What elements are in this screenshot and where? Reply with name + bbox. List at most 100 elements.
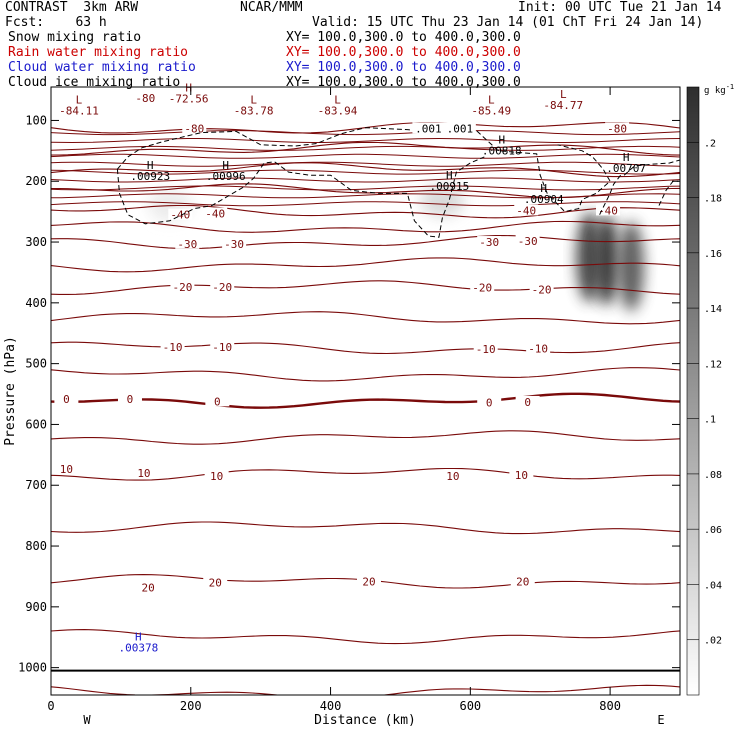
isotherm-label-bg [509,468,534,480]
colorbar-tick-label: .06 [704,525,722,536]
snow-shading-2 [618,221,645,312]
isotherm-label-bg [605,122,630,134]
y-axis-label: Pressure (hPa) [3,336,18,446]
isotherm-25 [51,629,680,645]
colorbar-units: g kg-1 [704,83,734,96]
isotherm-label-bg [160,341,185,353]
x-tick-label: 200 [180,699,202,713]
extremum-type: L [76,93,83,106]
isotherm-label: -40 [516,204,536,217]
extremum-value: -72.56 [169,92,209,105]
extremum-value: -84.11 [59,104,99,117]
isotherm-label: -20 [532,283,552,296]
isotherm-label: -10 [528,342,548,355]
isotherm-label: -10 [163,341,183,354]
extremum-value: -83.94 [318,104,358,117]
isotherm-label-bg [136,581,161,593]
isotherm--15 [51,311,680,325]
isotherm-label-bg [470,281,495,293]
cloud-ice-contour-2 [623,159,680,176]
isotherm-label-bg [515,395,540,407]
isotherm-label-bg [210,281,235,293]
isotherm-label-bg [203,576,228,588]
isotherm-label: 0 [63,393,70,406]
x-tick-label: 800 [599,699,621,713]
isotherm--35 [51,220,680,233]
extremum-value: .00378 [118,641,158,654]
isotherm-label: 0 [127,393,134,406]
colorbar-tick-label: .02 [704,636,722,647]
isotherm-label: 10 [446,470,459,483]
snow-shading-1 [593,215,620,306]
y-tick-label: 500 [25,357,47,371]
isotherm-label-bg [182,122,207,134]
isotherm-upper [51,137,680,144]
isotherm--10 [51,341,680,355]
isotherm-label: -30 [224,238,244,251]
isotherm-label: -40 [170,209,190,222]
isotherm-upper [51,201,680,207]
isotherm-label: -40 [205,207,225,220]
isotherm-label-bg [596,204,621,216]
isotherm-label: 20 [142,581,155,594]
colorbar-tick-label: .12 [704,359,722,370]
field-cloudwater-name: Cloud water mixing ratio [8,60,196,75]
x-tick-label: 400 [320,699,342,713]
isotherm-label-bg [477,396,502,408]
isotherm-label-bg [477,236,502,248]
isotherm-15 [51,521,680,535]
extremum-type: H [147,159,154,172]
isotherm-label-bg [356,575,381,587]
isotherm-upper [51,169,680,175]
isotherm--20 [51,280,680,295]
extremum-type: H [222,159,229,172]
extremum-value: .00915 [429,180,469,193]
colorbar-tick-label: .14 [704,304,722,315]
x-axis-label: Distance (km) [314,713,416,728]
isotherm-label: 10 [60,463,73,476]
extremum-type: L [488,93,495,106]
isotherm-label: 0 [486,397,493,410]
extremum-type: L [250,93,257,106]
isotherm-label: -30 [177,238,197,251]
extremum-type: L [334,93,341,106]
isotherm-label-bg [210,341,235,353]
isotherm-upper [51,153,680,159]
isotherm-label-bg [203,207,228,219]
cloud-ice-label-bg [443,122,476,134]
colorbar-tick-label: .2 [704,138,716,149]
y-tick-label: 200 [25,174,47,188]
isotherm-label-bg [204,470,229,482]
isotherm-upper [51,177,680,183]
field-snow-name: Snow mixing ratio [8,30,142,45]
extremum-type: H [446,169,453,182]
extremum-value: -83.78 [234,104,274,117]
isotherm-label: 20 [362,575,375,588]
isotherm--40 [51,204,680,219]
isotherm-label-bg [117,392,142,404]
west-label: W [83,713,91,727]
extremum-value: .00818 [482,145,522,158]
cloud-ice-label: .001 [447,122,474,135]
isotherm-label: 20 [516,575,529,588]
isotherm-label: 0 [524,396,531,409]
isotherm-label: 0 [214,395,221,408]
isotherm--70 [51,141,680,156]
isotherm-label-bg [175,237,200,249]
y-tick-label: 800 [25,539,47,553]
isotherm-label-bg [510,575,535,587]
isotherm-label-bg [170,281,195,293]
isotherm-label: -10 [212,341,232,354]
header-model: CONTRAST 3km ARW [5,0,139,15]
y-tick-label: 400 [25,296,47,310]
isotherm-label: 10 [210,470,223,483]
extremum-value: .00923 [130,170,170,183]
isotherm-upper [51,185,680,191]
extremum-value: .00996 [206,170,246,183]
extremum-value: -84.77 [543,99,583,112]
extremum-type: H [185,81,192,94]
header-fcst: Fcst: 63 h [5,15,107,30]
east-label: E [657,713,664,727]
field-snow-xy: XY= 100.0,300.0 to 400.0,300.0 [286,30,521,45]
